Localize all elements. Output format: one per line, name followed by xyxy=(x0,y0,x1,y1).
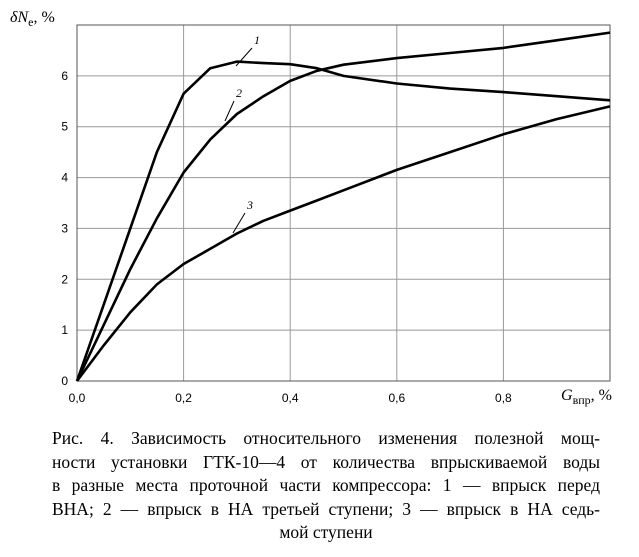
series-label: 3 xyxy=(246,198,253,212)
y-tick-label: 1 xyxy=(61,323,68,337)
plot-frame xyxy=(76,24,611,382)
y-tick-label: 3 xyxy=(61,221,68,235)
label-leader xyxy=(232,212,246,234)
series-line xyxy=(75,31,611,382)
x-tick-label: 0,8 xyxy=(495,391,512,405)
caption-line: мой ступени xyxy=(279,522,373,543)
label-leader xyxy=(224,100,235,122)
series-line xyxy=(75,105,611,382)
label-leader xyxy=(235,47,253,67)
y-tick-label: 5 xyxy=(61,120,68,134)
caption-line: Рис. 4. Зависимость относительного измен… xyxy=(52,428,600,448)
x-label-unit: , % xyxy=(591,387,612,404)
series-label: 2 xyxy=(236,86,242,100)
x-tick-label: 0,6 xyxy=(388,391,405,405)
y-label-main: δN xyxy=(10,9,29,26)
series-line xyxy=(75,60,611,382)
y-tick-label: 4 xyxy=(61,171,68,185)
x-tick-label: 0,0 xyxy=(69,391,86,405)
y-tick-label: 0 xyxy=(61,374,68,388)
series-label: 1 xyxy=(254,33,260,47)
y-tick-label: 2 xyxy=(61,272,68,286)
y-label-sub: е xyxy=(28,15,33,29)
y-label-unit: , % xyxy=(33,9,54,26)
y-axis-label: δNе, % xyxy=(10,9,55,29)
x-label-sub: впр xyxy=(573,393,591,407)
caption-line: ности установки ГТК-10—4 от количества в… xyxy=(52,451,600,472)
caption-line: ВНА; 2 — впрыск в НА третьей ступени; 3 … xyxy=(52,498,600,519)
y-tick-label: 6 xyxy=(61,69,68,83)
caption: Рис. 4. Зависимость относительного измен… xyxy=(52,427,600,545)
x-axis-label: Gвпр, % xyxy=(561,387,612,407)
x-tick-label: 0,4 xyxy=(282,391,299,405)
x-label-main: G xyxy=(561,387,573,404)
x-tick-label: 0,2 xyxy=(175,391,192,405)
caption-line: в разные места проточной части компрессо… xyxy=(52,475,600,496)
